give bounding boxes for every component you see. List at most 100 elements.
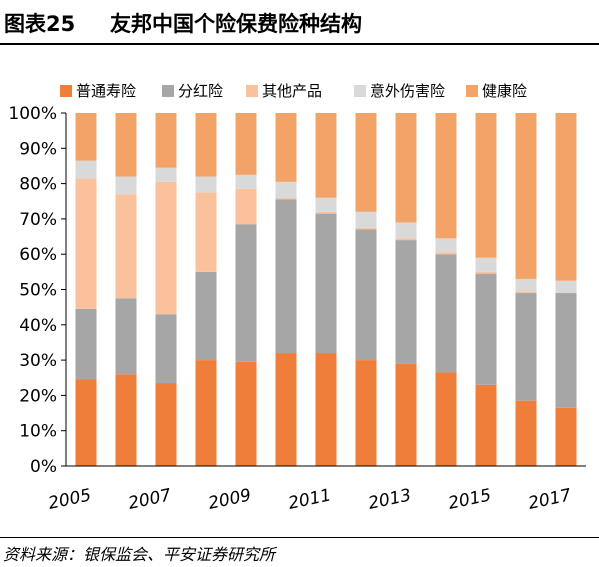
bar-segment [275, 113, 297, 182]
legend-label: 其他产品 [262, 82, 322, 100]
bar-segment [275, 181, 297, 198]
y-tick-label: 40% [19, 316, 57, 336]
bar-segment [515, 293, 537, 401]
bar-segment [435, 252, 457, 255]
y-tick-label: 10% [19, 422, 57, 442]
legend-swatch [60, 85, 72, 97]
y-axis: 0% 10% 20% 30% 40% 50% 60% 70% 80% 90% 100% [8, 104, 67, 477]
bar-segment [195, 113, 217, 177]
y-tick-label: 50% [19, 281, 57, 301]
x-tick-label: 2009 [207, 485, 253, 514]
bar-segment [275, 353, 297, 466]
x-tick-label: 2011 [287, 485, 333, 514]
bar-segment [315, 211, 337, 214]
bar-group [75, 113, 577, 466]
bar-segment [155, 113, 177, 168]
legend-label: 分红险 [178, 82, 223, 100]
bar-segment [395, 113, 417, 223]
x-tick-label: 2005 [47, 485, 93, 514]
bar-segment [155, 181, 177, 315]
bar-segment [515, 113, 537, 279]
bar-segment [75, 178, 97, 309]
y-tick-label: 20% [19, 386, 57, 406]
legend-swatch [246, 85, 258, 97]
bar-segment [555, 293, 577, 408]
bar-segment [395, 240, 417, 364]
bar-segment [555, 113, 577, 281]
bar-segment [195, 360, 217, 466]
bar-segment [515, 278, 537, 292]
bar-segment [395, 363, 417, 466]
bar-segment [115, 374, 137, 466]
bar-segment [315, 213, 337, 354]
bar-segment [515, 400, 537, 466]
bar-segment [115, 298, 137, 375]
bar-segment [195, 176, 217, 193]
source-note: 资料来源：银保监会、平安证券研究所 [3, 545, 276, 564]
y-tick-label: 60% [19, 245, 57, 265]
bar-segment [75, 113, 97, 161]
chart-title: 友邦中国个险保费险种结构 [110, 12, 362, 36]
x-tick-label: 2007 [127, 485, 174, 514]
bar-segment [515, 291, 537, 294]
bar-segment [355, 211, 377, 228]
y-tick-label: 0% [30, 457, 57, 477]
bar-segment [155, 314, 177, 384]
bar-segment [315, 113, 337, 198]
bar-segment [315, 197, 337, 212]
bar-segment [235, 113, 257, 175]
bar-segment [275, 197, 297, 200]
bar-segment [115, 194, 137, 299]
bar-segment [355, 113, 377, 212]
bar-segment [155, 167, 177, 182]
x-tick-label: 2015 [447, 485, 493, 514]
bar-segment [355, 360, 377, 466]
bar-segment [75, 379, 97, 466]
bar-segment [235, 224, 257, 362]
bar-segment [475, 113, 497, 258]
bar-segment [75, 160, 97, 179]
x-axis: 2005 2007 2009 2011 2013 2015 2017 [47, 465, 586, 514]
bar-segment [195, 192, 217, 272]
bar-segment [435, 254, 457, 373]
top-rule [0, 43, 599, 45]
legend-swatch [466, 85, 478, 97]
bar-segment [435, 372, 457, 466]
x-tick-label: 2013 [367, 485, 413, 514]
stacked-bar-chart: 普通寿险 分红险 其他产品 意外伤害险 健康险 0% 10% 20% 30% 40% 50% 60%… [8, 82, 586, 514]
y-tick-label: 70% [19, 210, 57, 230]
y-tick-label: 100% [8, 104, 57, 124]
bar-segment [475, 273, 497, 385]
bar-segment [315, 353, 337, 466]
y-tick-label: 90% [19, 139, 57, 159]
bar-segment [75, 308, 97, 380]
bar-segment [275, 199, 297, 354]
bar-segment [395, 222, 417, 239]
bar-segment [235, 188, 257, 225]
bottom-rule [0, 537, 599, 538]
legend: 普通寿险 分红险 其他产品 意外伤害险 健康险 [60, 82, 527, 100]
bar-segment [475, 271, 497, 274]
bar-segment [235, 174, 257, 189]
y-tick-label: 30% [19, 351, 57, 371]
bar-segment [435, 113, 457, 239]
bar-segment [115, 176, 137, 195]
bar-segment [155, 383, 177, 466]
bar-segment [555, 280, 577, 294]
bar-segment [195, 271, 217, 361]
legend-label: 普通寿险 [76, 82, 136, 100]
legend-label: 意外伤害险 [370, 82, 445, 100]
x-tick-label: 2017 [527, 485, 574, 514]
y-tick-label: 80% [19, 175, 57, 195]
bar-segment [395, 238, 417, 241]
bar-segment [115, 113, 137, 177]
bar-segment [555, 407, 577, 466]
bar-segment [435, 238, 457, 253]
bar-segment [475, 257, 497, 272]
bar-segment [235, 361, 257, 466]
bar-segment [355, 229, 377, 361]
bar-segment [475, 384, 497, 466]
figure-number: 图表25 [4, 12, 76, 36]
bar-segment [355, 227, 377, 230]
legend-swatch [162, 85, 174, 97]
